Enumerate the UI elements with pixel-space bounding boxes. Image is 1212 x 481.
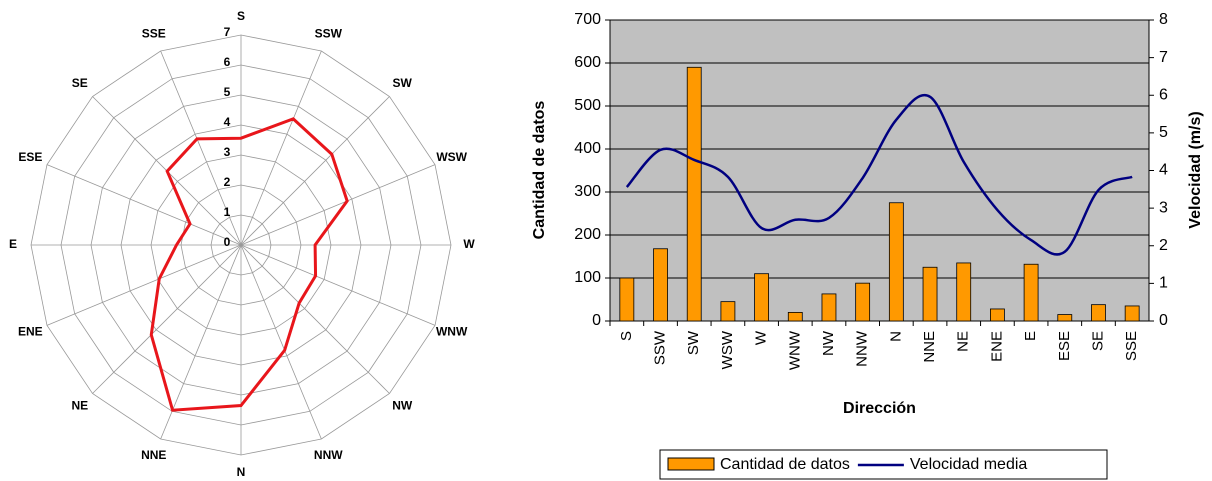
y2-tick-label: 0	[1159, 312, 1168, 329]
bar	[888, 202, 904, 322]
spoke	[160, 244, 242, 440]
category-label: W	[463, 237, 475, 251]
legend-swatch	[667, 457, 715, 471]
spoke	[46, 164, 242, 246]
spoke	[240, 50, 322, 246]
category-label: ENE	[18, 324, 43, 338]
y2-tick-label: 8	[1159, 11, 1168, 28]
y2-axis-title: Velocidad (m/s)	[1187, 111, 1204, 228]
y2-tick-label: 7	[1159, 49, 1168, 66]
r-tick-label: 5	[224, 85, 231, 99]
x-tick-label: WNW	[786, 330, 803, 370]
bar	[686, 66, 702, 322]
bar	[821, 293, 837, 322]
bar	[653, 248, 668, 322]
r-tick-label: 0	[224, 235, 231, 249]
bar	[619, 277, 635, 322]
bar	[1124, 305, 1140, 322]
r-tick-label: 6	[224, 55, 231, 69]
y-tick-label: 400	[574, 140, 601, 157]
y-tick-label: 100	[574, 269, 601, 286]
x-tick-label: SW	[685, 330, 702, 355]
y2-tick-label: 1	[1159, 275, 1168, 292]
bar	[1057, 314, 1073, 322]
r-tick-label: 1	[224, 205, 231, 219]
x-tick-label: S	[618, 331, 635, 341]
x-tick-label: N	[887, 331, 904, 342]
spoke	[92, 244, 242, 394]
category-label: WSW	[436, 150, 467, 164]
bar	[787, 311, 803, 322]
category-label: NNE	[141, 448, 166, 462]
category-label: NE	[71, 398, 88, 412]
radar-line	[149, 117, 349, 412]
bar	[1023, 263, 1039, 322]
x-tick-label: NW	[820, 330, 837, 356]
r-tick-label: 7	[224, 25, 231, 39]
y-tick-label: 0	[592, 312, 601, 329]
y-tick-label: 700	[574, 11, 601, 28]
x-tick-label: NNE	[921, 331, 938, 363]
spoke	[240, 244, 390, 394]
y2-tick-label: 6	[1159, 86, 1168, 103]
y2-tick-label: 2	[1159, 237, 1168, 254]
category-label: ESE	[18, 150, 42, 164]
r-tick-label: 4	[224, 115, 231, 129]
y2-tick-label: 5	[1159, 124, 1168, 141]
legend-box	[659, 449, 1108, 480]
category-label: SSE	[142, 27, 166, 41]
bar	[922, 266, 938, 322]
x-tick-label: ESE	[1056, 331, 1073, 361]
r-tick-label: 2	[224, 175, 231, 189]
x-tick-label: SE	[1089, 331, 1106, 351]
x-tick-label: W	[753, 330, 770, 345]
bar	[1091, 304, 1106, 322]
category-label: N	[237, 465, 246, 479]
y-tick-label: 500	[574, 97, 601, 114]
spoke	[240, 164, 436, 246]
legend-label: Cantidad de datos	[720, 456, 850, 473]
r-tick-label: 3	[224, 145, 231, 159]
bar	[956, 262, 972, 322]
spoke	[240, 244, 322, 440]
category-label: SSW	[315, 27, 343, 41]
bar	[855, 282, 871, 322]
y-tick-label: 300	[574, 183, 601, 200]
y-tick-label: 600	[574, 54, 601, 71]
y-tick-label: 200	[574, 226, 601, 243]
category-label: SW	[393, 76, 413, 90]
spoke	[240, 96, 390, 246]
bar	[720, 301, 736, 322]
x-tick-label: E	[1022, 331, 1039, 341]
y2-tick-label: 4	[1159, 162, 1168, 179]
legend-label: Velocidad media	[910, 456, 1028, 473]
bar	[990, 308, 1005, 322]
category-label: SE	[72, 76, 88, 90]
x-tick-label: SSW	[652, 330, 669, 365]
x-tick-label: ENE	[988, 331, 1005, 362]
category-label: NNW	[314, 448, 343, 462]
category-label: WNW	[436, 324, 468, 338]
bar	[754, 273, 769, 322]
category-label: S	[237, 9, 245, 23]
x-tick-label: WSW	[719, 330, 736, 369]
x-tick-label: SSE	[1123, 331, 1140, 361]
spoke	[46, 244, 242, 326]
spoke	[240, 244, 436, 326]
x-tick-label: NE	[955, 331, 972, 352]
y-axis-title: Cantidad de datos	[531, 101, 548, 240]
spoke	[160, 50, 242, 246]
x-tick-label: NNW	[854, 330, 871, 367]
x-axis-title: Dirección	[843, 400, 916, 417]
y2-tick-label: 3	[1159, 199, 1168, 216]
category-label: E	[9, 237, 17, 251]
line	[625, 93, 1133, 256]
category-label: NW	[392, 398, 413, 412]
